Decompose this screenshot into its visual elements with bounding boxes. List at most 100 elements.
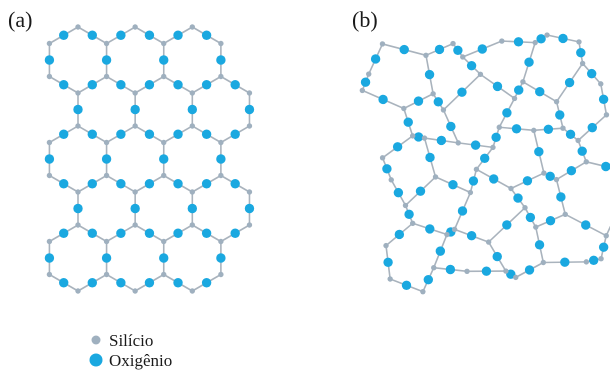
oxygen-atom xyxy=(564,77,575,88)
oxygen-atom xyxy=(230,80,240,90)
silicon-atom xyxy=(460,54,466,60)
silicon-atom xyxy=(161,40,167,47)
silicon-atom xyxy=(46,40,53,47)
legend-oxygen-marker xyxy=(89,353,103,367)
silicon-atom xyxy=(579,60,586,67)
silicon-atom xyxy=(189,288,196,294)
si-o-bond xyxy=(605,225,610,237)
oxygen-atom xyxy=(598,242,609,252)
oxygen-atom xyxy=(244,203,255,214)
silicon-atom xyxy=(387,276,393,282)
oxygen-atom xyxy=(446,121,456,132)
oxygen-atom xyxy=(144,30,155,40)
oxygen-atom xyxy=(448,180,458,190)
oxygen-atom xyxy=(555,110,565,120)
oxygen-atom xyxy=(491,132,501,143)
silicon-atom xyxy=(75,90,81,96)
oxygen-atom xyxy=(44,253,55,263)
oxygen-atom xyxy=(173,30,183,40)
silicon-atom xyxy=(576,39,582,45)
oxygen-atom xyxy=(173,80,183,90)
silicon-atom xyxy=(603,112,610,118)
silicon-atom xyxy=(246,90,253,96)
silicon-atom xyxy=(218,40,224,47)
oxygen-atom xyxy=(468,176,479,186)
silicon-atom xyxy=(473,166,480,173)
oxygen-atom xyxy=(566,166,577,176)
oxygen-atom xyxy=(144,179,155,189)
oxygen-atom xyxy=(481,266,492,276)
oxygen-atom xyxy=(101,154,112,164)
oxygen-atom xyxy=(445,264,456,275)
silicon-atom xyxy=(503,268,509,274)
oxygen-atom xyxy=(87,129,97,139)
oxygen-atom xyxy=(216,154,226,164)
oxygen-atom xyxy=(201,278,212,288)
silicon-atom xyxy=(132,288,138,294)
oxygen-atom xyxy=(506,269,516,279)
silicon-atom xyxy=(161,139,167,146)
silicon-atom xyxy=(431,264,437,271)
oxygen-atom xyxy=(525,212,536,223)
oxygen-atom xyxy=(401,280,412,291)
oxygen-atom xyxy=(560,257,570,267)
silicon-atom xyxy=(575,137,581,144)
silicon-atom xyxy=(562,211,568,217)
silicon-atom xyxy=(423,52,429,59)
oxygen-atom xyxy=(601,161,610,172)
oxygen-atom xyxy=(556,192,566,202)
oxygen-atom xyxy=(392,142,403,152)
oxygen-atom xyxy=(87,278,97,288)
silicon-atom xyxy=(46,172,53,179)
oxygen-atom xyxy=(489,174,499,184)
silicon-atom xyxy=(218,139,224,146)
silicon-atom xyxy=(132,222,138,228)
oxygen-atom xyxy=(187,203,198,214)
silicon-atom xyxy=(189,222,196,228)
oxygen-atom xyxy=(378,94,388,105)
oxygen-atom xyxy=(230,129,240,139)
oxygen-atom xyxy=(230,179,240,189)
oxygen-atom xyxy=(466,60,477,71)
silicon-atom xyxy=(533,224,539,230)
oxygen-atom xyxy=(116,179,126,189)
oxygen-atom xyxy=(116,129,126,139)
oxygen-atom xyxy=(116,228,126,238)
oxygen-atom xyxy=(457,206,468,216)
oxygen-atom xyxy=(44,55,55,65)
silicon-atom xyxy=(560,125,566,131)
oxygen-atom xyxy=(514,85,524,95)
oxygen-atom xyxy=(370,54,381,64)
oxygen-atom xyxy=(101,55,112,65)
oxygen-atom xyxy=(587,122,597,133)
silicon-atom xyxy=(467,189,474,196)
oxygen-atom xyxy=(201,129,212,139)
silicon-atom xyxy=(189,123,196,129)
silicon-atom xyxy=(401,105,407,112)
oxygen-atom xyxy=(144,129,155,139)
silicon-atom xyxy=(218,271,224,278)
oxygen-atom xyxy=(415,186,426,196)
silicon-atom xyxy=(451,226,458,233)
oxygen-atom xyxy=(73,203,83,214)
crystalline-silica-network xyxy=(44,24,255,294)
oxygen-atom xyxy=(457,87,467,97)
silicon-atom xyxy=(455,140,461,146)
oxygen-atom xyxy=(201,30,212,40)
oxygen-atom xyxy=(434,44,445,55)
oxygen-atom xyxy=(201,179,212,189)
oxygen-atom xyxy=(393,187,404,198)
oxygen-atom xyxy=(159,55,169,65)
silicon-atom xyxy=(218,238,224,245)
silicon-atom xyxy=(218,73,224,80)
oxygen-atom xyxy=(470,140,481,150)
oxygen-atom xyxy=(130,104,140,115)
oxygen-atom xyxy=(201,228,212,238)
oxygen-atom xyxy=(598,94,609,105)
silicon-atom xyxy=(75,24,81,30)
silicon-atom xyxy=(402,202,409,209)
oxygen-atom xyxy=(586,68,597,79)
oxygen-atom xyxy=(480,153,490,164)
legend-silicon-label: Silício xyxy=(109,331,153,350)
silicon-atom xyxy=(46,271,53,278)
